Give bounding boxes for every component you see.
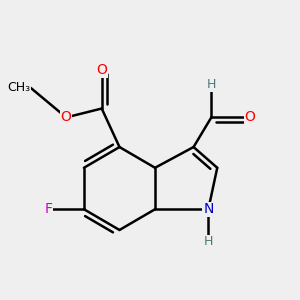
Text: F: F xyxy=(44,202,52,216)
Text: H: H xyxy=(204,235,213,248)
Text: H: H xyxy=(207,78,216,91)
Text: O: O xyxy=(244,110,255,124)
Text: O: O xyxy=(96,63,107,77)
Text: N: N xyxy=(203,202,214,216)
Text: O: O xyxy=(61,110,72,124)
Text: CH₃: CH₃ xyxy=(8,81,31,94)
